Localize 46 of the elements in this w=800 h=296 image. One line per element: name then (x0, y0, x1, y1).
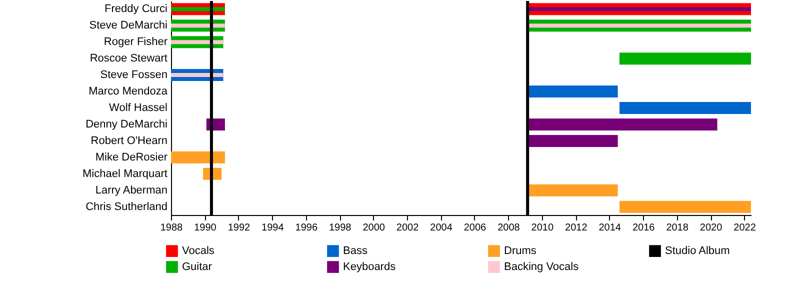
y-tick-label: Freddy Curci (104, 3, 168, 16)
bar (171, 24, 225, 28)
x-tick-label: 2008 (498, 222, 520, 234)
y-tick-label: Robert O'Hearn (90, 134, 168, 147)
bar (171, 40, 224, 44)
x-tick-label: 2012 (565, 222, 588, 234)
x-tick-label: 2022 (734, 222, 756, 234)
x-tick-label: 2004 (430, 222, 453, 234)
x-tick-label: 2000 (362, 222, 386, 234)
y-tick-label: Steve DeMarchi (89, 20, 168, 32)
bar (619, 200, 751, 213)
y-tick-label: Chris Sutherland (86, 200, 168, 213)
y-tick-label: Michael Marquart (82, 168, 168, 180)
x-tick-label: 2006 (464, 222, 487, 234)
legend-label: Studio Album (665, 245, 730, 258)
x-tick-label: 2002 (396, 222, 420, 234)
y-tick-label: Wolf Hassel (109, 102, 168, 114)
y-tick-label: Roger Fisher (104, 36, 168, 48)
x-tick-label: 2018 (666, 222, 689, 234)
legend-label: Keyboards (343, 261, 396, 273)
legend-label: Drums (504, 245, 537, 258)
x-tick-label: 1998 (328, 222, 352, 234)
legend-label: Vocals (182, 245, 215, 258)
bar (171, 151, 225, 164)
bar (171, 73, 224, 78)
x-tick-label: 1990 (194, 222, 217, 234)
x-tick-label: 2016 (632, 222, 656, 234)
y-tick-label: Mike DeRosier (95, 151, 168, 164)
bar (171, 7, 225, 12)
x-tick-label: 1996 (295, 222, 318, 234)
x-tick-label: 2010 (531, 222, 554, 234)
y-tick-label: Larry Aberman (95, 184, 168, 196)
x-tick-label: 1992 (228, 222, 250, 234)
x-tick-label: 1988 (160, 222, 184, 234)
x-tick-label: 1994 (262, 222, 284, 234)
bar (619, 52, 751, 65)
y-tick-label: Roscoe Stewart (90, 52, 168, 65)
y-tick-label: Steve Fossen (100, 69, 168, 82)
y-tick-label: Marco Mendoza (88, 86, 168, 98)
x-tick-label: 2020 (700, 222, 723, 234)
bar (619, 102, 751, 114)
legend-label: Guitar (182, 261, 212, 273)
legend-label: Bass (343, 245, 368, 258)
y-tick-label: Denny DeMarchi (86, 118, 168, 130)
legend-label: Backing Vocals (504, 261, 580, 273)
x-tick-label: 2014 (598, 222, 622, 234)
